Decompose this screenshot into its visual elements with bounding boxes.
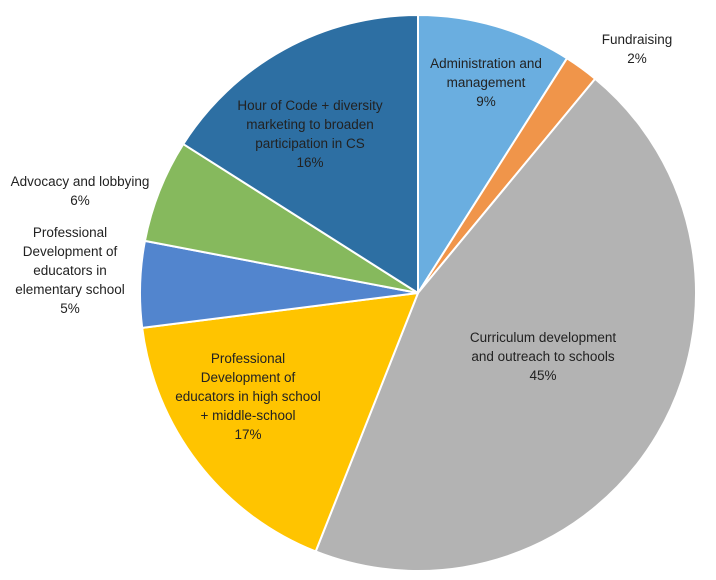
slice-name-line: + middle-school — [201, 408, 296, 423]
slice-label-6: Advocacy and lobbying 6% — [11, 174, 150, 208]
slice-percent-label: 9% — [476, 94, 496, 109]
slice-percent-label: 45% — [529, 368, 556, 383]
slice-name-line: Administration and — [430, 56, 542, 71]
pie-slices — [139, 14, 697, 572]
pie-slice-7 — [182, 14, 419, 294]
slice-name-line: educators in — [33, 263, 107, 278]
slice-percent-label: 17% — [234, 427, 261, 442]
slice-label-4: Professional Development of educators in h… — [175, 351, 321, 442]
pie-slice-3 — [314, 77, 697, 572]
slice-percent-label: 6% — [70, 193, 90, 208]
pie-slice-4 — [141, 292, 419, 553]
slice-percent-label: 5% — [60, 301, 80, 316]
slice-label-7: Hour of Code + diversity marketing to bro… — [237, 98, 382, 170]
slice-name-line: Fundraising — [602, 32, 673, 47]
slice-percent-label: 16% — [296, 155, 323, 170]
slice-name-line: Professional — [211, 351, 285, 366]
pie-slice-1 — [417, 14, 568, 294]
slice-name-line: and outreach to schools — [471, 349, 615, 364]
slice-name-line: Development of — [23, 244, 118, 259]
slice-name-line: participation in CS — [255, 136, 365, 151]
slice-name-line: Professional — [33, 225, 107, 240]
slice-label-2: Fundraising 2% — [602, 32, 673, 66]
pie-labels: Administration and management 9% Fundraisin… — [11, 32, 673, 442]
slice-label-3: Curriculum development and outreach to sc… — [470, 330, 617, 383]
slice-name-line: management — [447, 75, 526, 90]
slice-name-line: Hour of Code + diversity — [237, 98, 382, 113]
slice-label-1: Administration and management 9% — [430, 56, 542, 109]
slice-name-line: educators in high school — [175, 389, 321, 404]
slice-name-line: Advocacy and lobbying — [11, 174, 150, 189]
slice-name-line: marketing to broaden — [246, 117, 374, 132]
slice-name-line: Development of — [201, 370, 296, 385]
slice-percent-label: 2% — [627, 51, 647, 66]
slice-label-5: Professional Development of educators in el… — [15, 225, 125, 316]
slice-name-line: elementary school — [15, 282, 125, 297]
slice-name-line: Curriculum development — [470, 330, 617, 345]
